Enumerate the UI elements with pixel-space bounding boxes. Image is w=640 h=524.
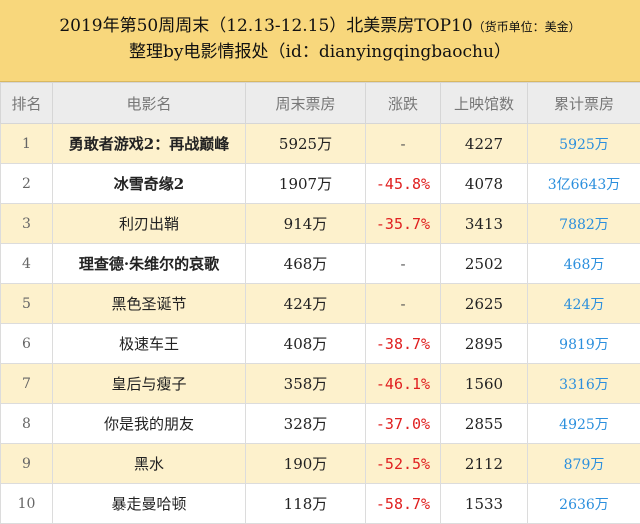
total-gross: 2636万 bbox=[528, 484, 640, 524]
weekend-gross: 468万 bbox=[246, 244, 366, 284]
movie-name: 理查德·朱维尔的哀歌 bbox=[53, 244, 246, 284]
theaters: 4078 bbox=[441, 164, 528, 204]
movie-name: 勇敢者游戏2：再战巅峰 bbox=[53, 124, 246, 164]
rank: 2 bbox=[1, 164, 53, 204]
weekend-gross: 914万 bbox=[246, 204, 366, 244]
title-line: 2019年第50周周末（12.13-12.15）北美票房TOP10（货币单位：美… bbox=[0, 0, 640, 39]
movie-name: 暴走曼哈顿 bbox=[53, 484, 246, 524]
movie-name: 黑色圣诞节 bbox=[53, 284, 246, 324]
rank: 4 bbox=[1, 244, 53, 284]
column-header: 累计票房 bbox=[528, 83, 640, 124]
column-header: 排名 bbox=[1, 83, 53, 124]
movie-name: 利刃出鞘 bbox=[53, 204, 246, 244]
header-row: 排名电影名周末票房涨跌上映馆数累计票房 bbox=[1, 83, 640, 124]
movie-name: 黑水 bbox=[53, 444, 246, 484]
weekend-gross: 424万 bbox=[246, 284, 366, 324]
change: - bbox=[366, 244, 441, 284]
movie-name: 极速车王 bbox=[53, 324, 246, 364]
theaters: 2112 bbox=[441, 444, 528, 484]
rank: 1 bbox=[1, 124, 53, 164]
total-gross: 4925万 bbox=[528, 404, 640, 444]
column-header: 涨跌 bbox=[366, 83, 441, 124]
change: -37.0% bbox=[366, 404, 441, 444]
total-gross: 424万 bbox=[528, 284, 640, 324]
change: -35.7% bbox=[366, 204, 441, 244]
subtitle: 整理by电影情报处（id：dianyingqingbaochu） bbox=[0, 39, 640, 65]
change: - bbox=[366, 124, 441, 164]
movie-name: 皇后与瘦子 bbox=[53, 364, 246, 404]
rank: 8 bbox=[1, 404, 53, 444]
change: - bbox=[366, 284, 441, 324]
column-header: 周末票房 bbox=[246, 83, 366, 124]
total-gross: 7882万 bbox=[528, 204, 640, 244]
rank: 5 bbox=[1, 284, 53, 324]
total-gross: 3316万 bbox=[528, 364, 640, 404]
total-gross: 879万 bbox=[528, 444, 640, 484]
rank: 7 bbox=[1, 364, 53, 404]
header: 2019年第50周周末（12.13-12.15）北美票房TOP10（货币单位：美… bbox=[0, 0, 640, 82]
theaters: 2502 bbox=[441, 244, 528, 284]
change: -52.5% bbox=[366, 444, 441, 484]
theaters: 1560 bbox=[441, 364, 528, 404]
rank: 6 bbox=[1, 324, 53, 364]
unit-note: （货币单位：美金） bbox=[473, 20, 581, 34]
rank: 3 bbox=[1, 204, 53, 244]
weekend-gross: 1907万 bbox=[246, 164, 366, 204]
weekend-gross: 190万 bbox=[246, 444, 366, 484]
theaters: 2625 bbox=[441, 284, 528, 324]
change: -38.7% bbox=[366, 324, 441, 364]
weekend-gross: 358万 bbox=[246, 364, 366, 404]
weekend-gross: 408万 bbox=[246, 324, 366, 364]
rank: 9 bbox=[1, 444, 53, 484]
change: -46.1% bbox=[366, 364, 441, 404]
theaters: 2855 bbox=[441, 404, 528, 444]
total-gross: 9819万 bbox=[528, 324, 640, 364]
weekend-gross: 118万 bbox=[246, 484, 366, 524]
weekend-gross: 5925万 bbox=[246, 124, 366, 164]
title: 2019年第50周周末（12.13-12.15）北美票房TOP10 bbox=[59, 16, 472, 36]
theaters: 1533 bbox=[441, 484, 528, 524]
total-gross: 3亿6643万 bbox=[528, 164, 640, 204]
total-gross: 468万 bbox=[528, 244, 640, 284]
movie-name: 冰雪奇缘2 bbox=[53, 164, 246, 204]
column-header: 电影名 bbox=[53, 83, 246, 124]
rank: 10 bbox=[1, 484, 53, 524]
change: -58.7% bbox=[366, 484, 441, 524]
column-header: 上映馆数 bbox=[441, 83, 528, 124]
theaters: 4227 bbox=[441, 124, 528, 164]
theaters: 2895 bbox=[441, 324, 528, 364]
total-gross: 5925万 bbox=[528, 124, 640, 164]
movie-name: 你是我的朋友 bbox=[53, 404, 246, 444]
change: -45.8% bbox=[366, 164, 441, 204]
weekend-gross: 328万 bbox=[246, 404, 366, 444]
theaters: 3413 bbox=[441, 204, 528, 244]
